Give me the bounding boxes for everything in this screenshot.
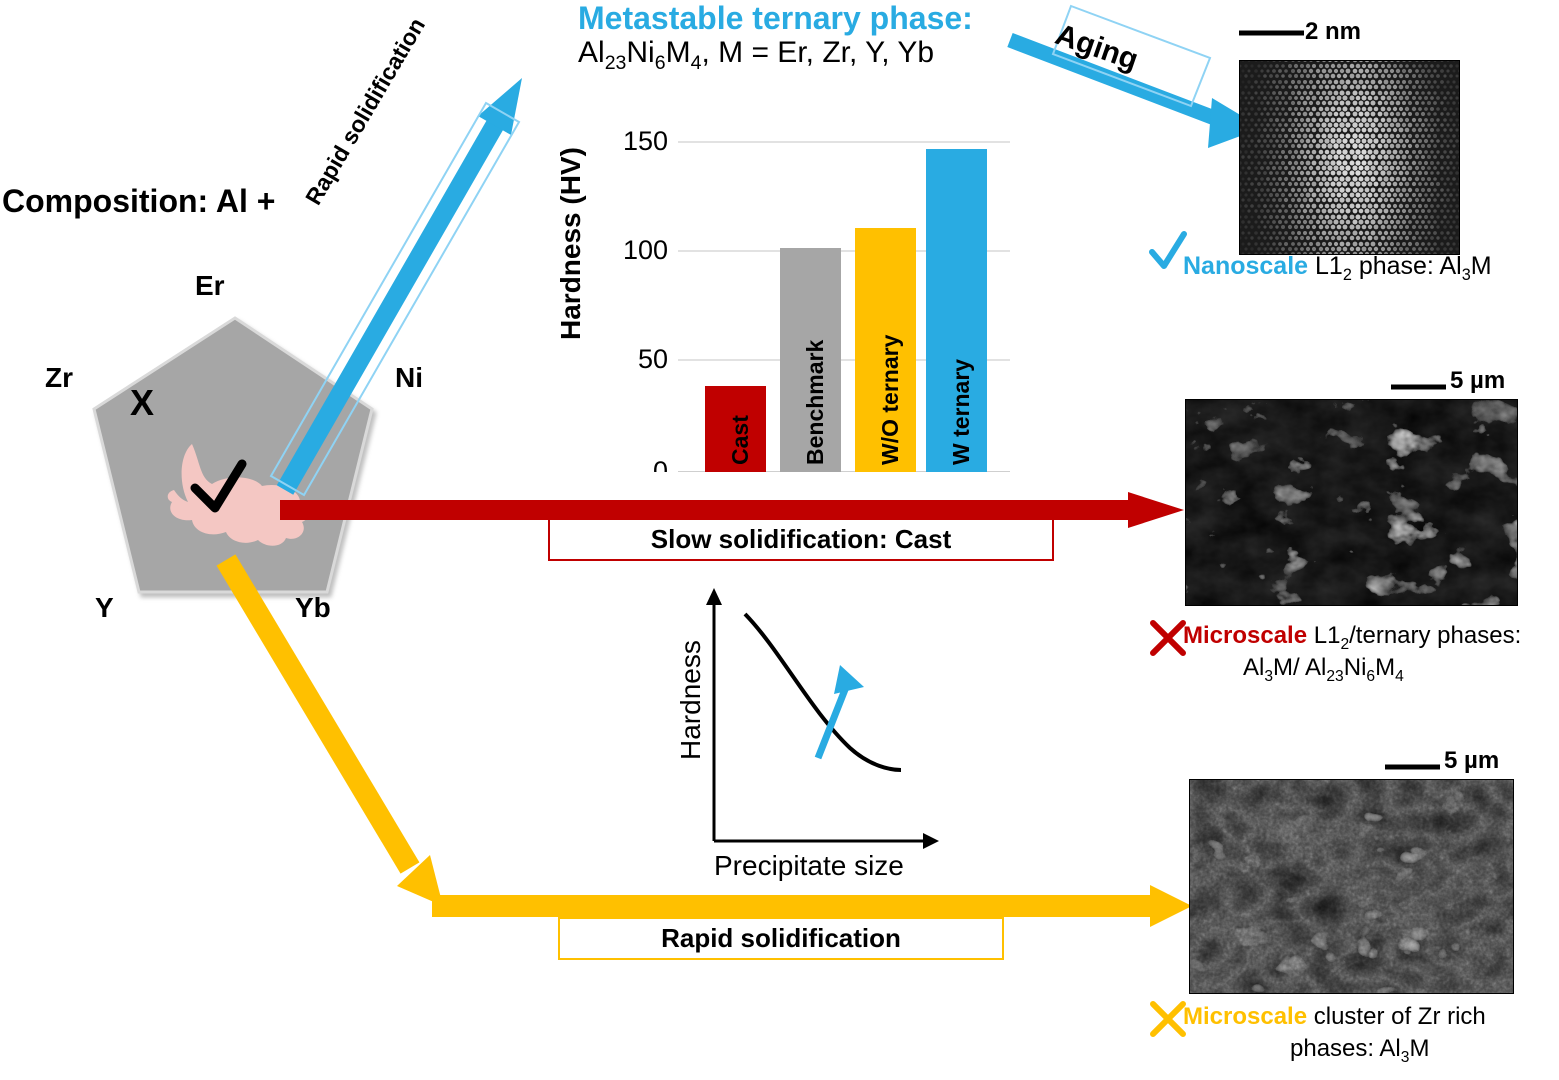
svg-text:100: 100 xyxy=(623,235,668,265)
svg-text:Hardness: Hardness xyxy=(675,640,706,760)
svg-text:150: 150 xyxy=(623,126,668,156)
svg-text:Cast: Cast xyxy=(727,415,753,465)
svg-text:Hardness (HV): Hardness (HV) xyxy=(555,147,586,340)
svg-text:W/O ternary: W/O ternary xyxy=(877,334,903,465)
svg-text:Benchmark: Benchmark xyxy=(802,340,828,465)
svg-text:0: 0 xyxy=(653,456,668,472)
svg-text:50: 50 xyxy=(638,344,668,374)
svg-text:Precipitate size: Precipitate size xyxy=(714,850,904,881)
svg-text:W ternary: W ternary xyxy=(948,359,974,465)
